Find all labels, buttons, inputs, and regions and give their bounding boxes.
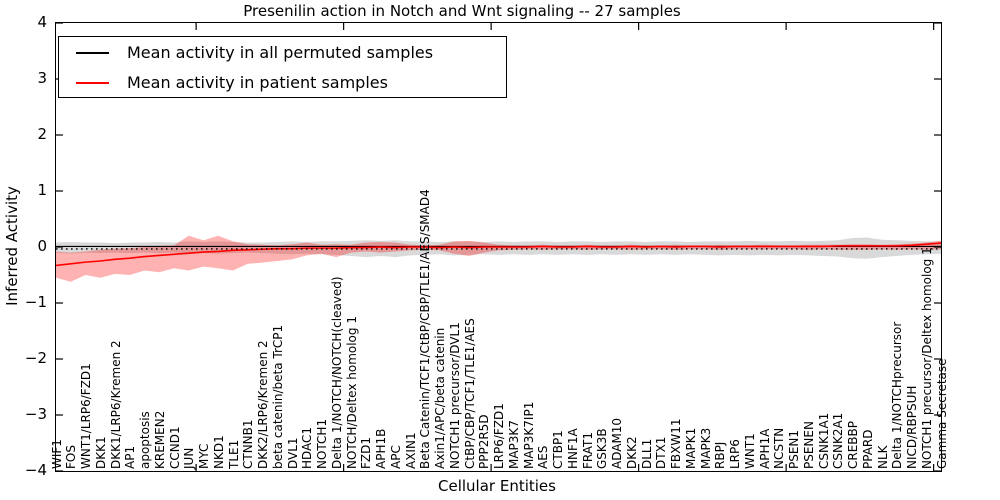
x-category-label: NKD1 <box>211 435 226 469</box>
legend-entry-label: Mean activity in all permuted samples <box>127 43 434 62</box>
x-category-label: CSNK1A1 <box>816 412 831 469</box>
legend-line-swatch <box>76 81 109 84</box>
x-category-label: APC <box>388 445 403 469</box>
x-category-label: HNF1A <box>565 428 580 469</box>
x-category-label: PPP2R5D <box>477 414 492 469</box>
x-category-label: PSENEN <box>801 421 816 469</box>
x-category-label: DTX1 <box>654 436 669 469</box>
y-tick-label: 3 <box>37 69 47 87</box>
x-axis-label: Cellular Entities <box>438 477 556 495</box>
legend-box: Mean activity in all permuted samples Mea… <box>58 36 507 98</box>
x-category-label: NOTCH1 <box>315 418 329 469</box>
x-category-label: LRP6/FZD1 <box>492 403 506 469</box>
x-category-label: GSK3B <box>595 428 610 469</box>
x-category-label: AXIN1 <box>403 432 418 469</box>
x-category-label: PPARD <box>860 429 875 470</box>
x-category-label: Gamma Secretase <box>934 358 949 469</box>
x-category-label: FOS <box>64 445 79 469</box>
x-category-label: APH1B <box>374 428 388 469</box>
x-category-label: apoptosis <box>138 411 152 469</box>
x-category-label: beta catenin/beta TrCP1 <box>270 324 285 469</box>
x-category-label: JUN <box>182 447 197 469</box>
x-category-label: DKK1/LRP6/Kremen 2 <box>108 340 123 469</box>
chart-title: Presenilin action in Notch and Wnt signa… <box>243 2 681 20</box>
x-category-label: MAPK3 <box>698 427 713 469</box>
x-category-label: DKK2 <box>624 436 639 469</box>
y-tick-label: 0 <box>37 237 47 255</box>
y-tick-label: −3 <box>24 405 47 423</box>
legend-line-swatch <box>76 51 109 54</box>
x-category-label: NOTCH1 precursor/DVL1 <box>447 322 462 469</box>
x-category-label: CCND1 <box>167 426 182 469</box>
x-category-label: CREBBP <box>846 421 860 469</box>
plot-area: WIF1 FOS WNT1/LRP6/FZD1 DKK1 DKK1/LRP6/Kreme… <box>50 22 949 472</box>
x-category-label: WIF1 <box>49 439 64 469</box>
legend-entry: Mean activity in all permuted samples <box>59 38 506 67</box>
x-category-label: Axin1/APC/beta catenin <box>433 327 447 469</box>
x-category-label: LRP6 <box>728 439 742 469</box>
x-category-label: KREMEN2 <box>152 410 167 469</box>
x-category-label: DKK1 <box>93 436 108 469</box>
x-category-label: NOTCH1 precursor/Deltex homolog 1 <box>919 247 934 469</box>
x-category-label: HDAC1 <box>300 426 315 469</box>
x-category-label: MAP3K7IP1 <box>521 401 536 469</box>
x-category-label: CtBP/CBP/TCF1/TLE1/AES <box>462 318 477 469</box>
x-category-label: WNT1 <box>742 433 757 469</box>
x-category-label: NCSTN <box>772 427 787 469</box>
x-category-label: DKK2/LRP6/Kremen 2 <box>256 340 270 469</box>
x-category-label: CTBP1 <box>551 430 565 469</box>
x-category-label: PSEN1 <box>787 429 801 469</box>
x-category-label: MAPK1 <box>683 427 698 469</box>
y-tick-label: 2 <box>37 125 47 143</box>
x-category-label: Delta 1/NOTCHprecursor <box>890 321 905 469</box>
y-tick-label: −4 <box>24 461 47 479</box>
x-category-label: TLE1 <box>226 439 241 469</box>
x-category-label: DVL1 <box>285 437 300 469</box>
x-category-label: NICD/RBPSUH <box>905 385 919 469</box>
x-category-label: WNT1/LRP6/FZD1 <box>79 363 93 469</box>
patient-mean-line <box>56 242 941 267</box>
x-category-label: FRAT1 <box>580 432 595 469</box>
y-tick-label: −2 <box>24 349 47 367</box>
x-category-label: Delta 1/NOTCH/NOTCH(cleaved) <box>329 276 344 469</box>
x-category-label: NOTCH/Deltex homolog 1 <box>344 316 359 469</box>
x-category-label: NLK <box>875 445 890 469</box>
x-category-label: FBXW11 <box>669 418 683 470</box>
x-category-label: MYC <box>197 443 211 469</box>
x-category-label: CSNK2A1 <box>831 412 846 469</box>
x-category-label: RBPJ <box>713 441 728 469</box>
y-tick-label: 4 <box>37 13 47 31</box>
x-category-label: DLL1 <box>639 438 654 469</box>
x-category-label: APH1A <box>757 428 772 469</box>
permuted-band <box>56 237 941 259</box>
x-category-label: ADAM10 <box>610 417 624 469</box>
x-category-label: Beta Catenin/TCF1/CtBP/CBP/TLE1/AES/SMAD… <box>418 189 433 469</box>
x-category-label: FZD1 <box>359 437 374 469</box>
legend-entry: Mean activity in patient samples <box>59 68 506 97</box>
x-category-label: CTNNB1 <box>241 419 256 469</box>
legend-entry-label: Mean activity in patient samples <box>127 73 388 92</box>
x-category-label: AP1 <box>123 445 138 469</box>
chart-canvas <box>56 23 941 471</box>
y-tick-label: 1 <box>37 181 47 199</box>
x-category-label: AES <box>536 445 551 469</box>
x-category-label: MAP3K7 <box>506 420 521 469</box>
y-tick-label: −1 <box>24 293 47 311</box>
